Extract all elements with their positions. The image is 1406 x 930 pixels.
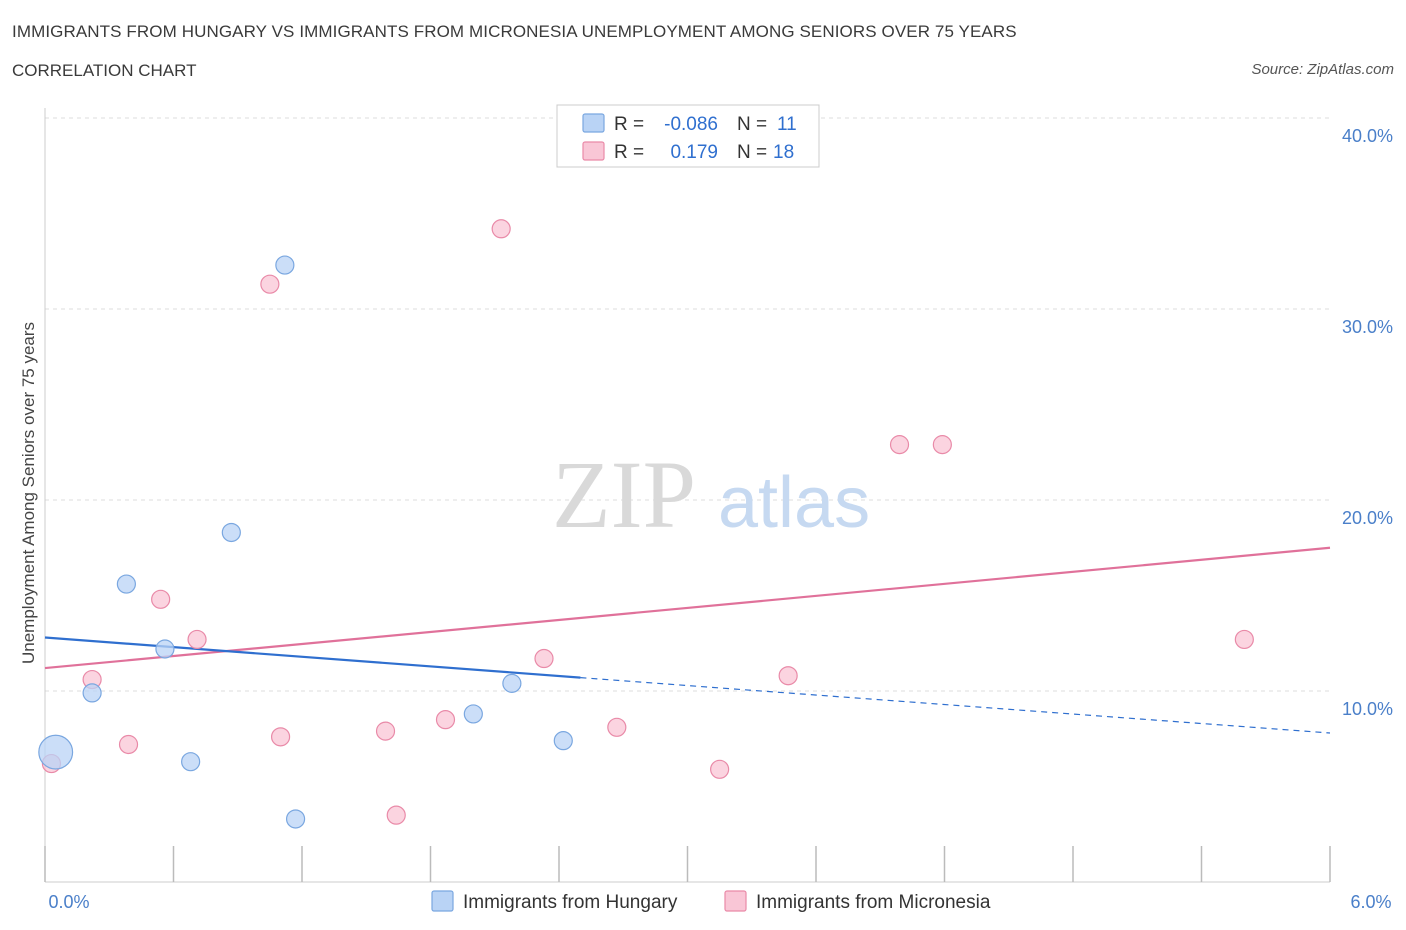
axes <box>44 108 1331 883</box>
data-point-micronesia <box>889 435 910 455</box>
data-point-micronesia <box>607 717 627 737</box>
data-point-micronesia <box>151 589 171 609</box>
legend-r-label-micronesia: R = <box>614 142 644 163</box>
y-tick-label: 20.0% <box>1342 508 1393 528</box>
trend-lines <box>44 546 1331 734</box>
data-point-hungary <box>221 522 241 543</box>
trend-line-hungary-extension <box>580 677 1331 734</box>
source-label: Source: ZipAtlas.com <box>1251 61 1394 78</box>
series-legend-swatch-hungary <box>431 890 454 912</box>
y-tick-label: 40.0% <box>1342 126 1393 146</box>
legend-r-label-hungary: R = <box>614 114 644 135</box>
data-point-micronesia <box>491 219 511 239</box>
data-point-hungary <box>82 683 102 703</box>
data-point-hungary <box>553 731 573 751</box>
series-legend: Immigrants from Hungary Immigrants from … <box>431 890 991 913</box>
data-point-micronesia <box>932 435 952 455</box>
data-point-hungary <box>155 639 175 659</box>
legend-n-value-hungary: 11 <box>777 114 797 135</box>
data-point-hungary <box>463 704 483 724</box>
data-point-micronesia <box>270 727 291 747</box>
x-tick-label-max: 6.0% <box>1350 892 1391 912</box>
y-tick-label: 10.0% <box>1342 699 1393 719</box>
data-point-hungary <box>38 734 74 770</box>
gridlines <box>45 117 1330 692</box>
series-legend-label-hungary: Immigrants from Hungary <box>463 892 678 913</box>
data-point-micronesia <box>435 710 456 730</box>
data-point-micronesia <box>386 805 406 825</box>
correlation-legend: R = -0.086 N = 11 R = 0.179 N = 18 <box>556 104 820 168</box>
series-legend-label-micronesia: Immigrants from Micronesia <box>756 892 991 913</box>
series-legend-swatch-micronesia <box>724 890 747 912</box>
data-point-micronesia <box>710 759 730 779</box>
data-point-hungary <box>285 809 306 829</box>
chart-subtitle: CORRELATION CHART <box>12 61 197 80</box>
data-point-micronesia <box>534 648 554 669</box>
legend-r-value-hungary: -0.086 <box>664 114 718 135</box>
data-point-micronesia <box>778 666 798 686</box>
tick-labels: 10.0% 20.0% 30.0% 40.0% 0.0% 6.0% <box>48 126 1393 912</box>
legend-n-value-micronesia: 18 <box>773 142 794 163</box>
watermark-zip: ZIP <box>552 441 696 548</box>
trend-line-hungary <box>44 636 581 679</box>
data-point-micronesia <box>118 734 139 755</box>
legend-r-value-micronesia: 0.179 <box>670 142 718 163</box>
data-point-micronesia <box>187 629 207 650</box>
data-point-micronesia <box>375 721 396 741</box>
data-point-hungary <box>116 574 136 594</box>
watermark: ZIP atlas <box>552 441 870 548</box>
legend-swatch-hungary <box>582 113 605 133</box>
legend-swatch-micronesia <box>582 141 605 161</box>
watermark-atlas: atlas <box>718 463 870 543</box>
y-tick-label: 30.0% <box>1342 317 1393 337</box>
data-point-hungary <box>502 673 522 693</box>
x-tick-label-min: 0.0% <box>48 892 89 912</box>
data-point-micronesia <box>260 274 280 294</box>
data-point-hungary <box>275 255 295 275</box>
data-points <box>38 219 1254 829</box>
data-point-hungary <box>181 752 201 772</box>
data-point-micronesia <box>1234 629 1254 650</box>
y-axis-label: Unemployment Among Seniors over 75 years <box>19 322 38 664</box>
legend-n-label-hungary: N = <box>737 114 767 135</box>
legend-n-label-micronesia: N = <box>737 142 767 163</box>
chart-title: IMMIGRANTS FROM HUNGARY VS IMMIGRANTS FR… <box>12 22 1017 41</box>
trend-line-micronesia <box>44 546 1331 670</box>
